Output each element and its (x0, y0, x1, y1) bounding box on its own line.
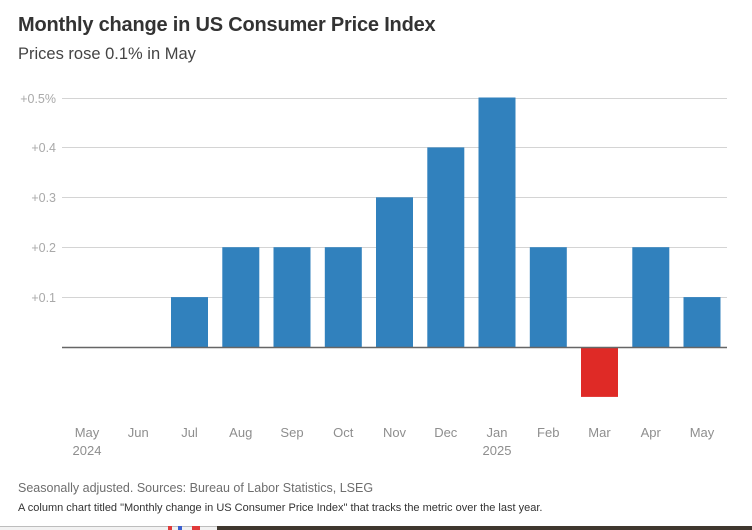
chart-description: A column chart titled "Monthly change in… (18, 502, 543, 514)
x-tick-label: Apr (641, 425, 662, 440)
bar-oct (324, 247, 362, 347)
bar-nov (376, 197, 413, 347)
bar-feb (529, 247, 567, 347)
y-tick-label: +0.3 (31, 191, 56, 205)
bar-aug (222, 247, 260, 347)
y-axis-ticks: +0.5% +0.4 +0.3 +0.2 +0.1 (20, 92, 56, 305)
bar-may (683, 297, 721, 347)
strip-mark (192, 526, 200, 530)
x-tick-year-label: 2024 (73, 443, 102, 458)
x-tick-label: Aug (229, 425, 252, 440)
bar-apr (632, 247, 670, 347)
bar-sep (273, 247, 311, 347)
y-tick-label: +0.2 (31, 241, 56, 255)
cpi-bar-chart: +0.5% +0.4 +0.3 +0.2 +0.1 May 2024 Jun Jul Aug Se… (20, 92, 727, 458)
bar-jan-2025 (478, 97, 516, 347)
x-tick-label: Sep (280, 425, 303, 440)
y-tick-label: +0.1 (31, 291, 56, 305)
chart-title: Monthly change in US Consumer Price Inde… (18, 14, 436, 36)
bar-jul (171, 297, 208, 347)
x-tick-year-label: 2025 (483, 443, 512, 458)
x-tick-label: Jul (181, 425, 198, 440)
y-tick-label: +0.4 (31, 141, 56, 155)
x-tick-label: Oct (333, 425, 354, 440)
x-tick-label: Nov (383, 425, 407, 440)
strip-left (0, 526, 217, 530)
x-tick-label: Jun (128, 425, 149, 440)
source-note: Seasonally adjusted. Sources: Bureau of … (18, 481, 374, 495)
strip-mark (168, 526, 172, 530)
chart-subtitle: Prices rose 0.1% in May (18, 45, 196, 63)
x-tick-label: May (75, 425, 100, 440)
bar-dec (427, 147, 465, 347)
y-tick-label: +0.5% (20, 92, 56, 106)
bar-mar (581, 347, 618, 397)
strip-right (217, 526, 752, 530)
x-tick-label: May (690, 425, 715, 440)
bars (171, 97, 721, 397)
x-tick-label: Mar (588, 425, 611, 440)
x-tick-label: Feb (537, 425, 559, 440)
x-tick-label: Jan (487, 425, 508, 440)
strip-mark (178, 526, 182, 530)
x-tick-label: Dec (434, 425, 458, 440)
x-axis-ticks: May 2024 Jun Jul Aug Sep Oct Nov Dec Jan 2025 Feb Ma… (73, 425, 715, 458)
bottom-strip (0, 526, 752, 530)
